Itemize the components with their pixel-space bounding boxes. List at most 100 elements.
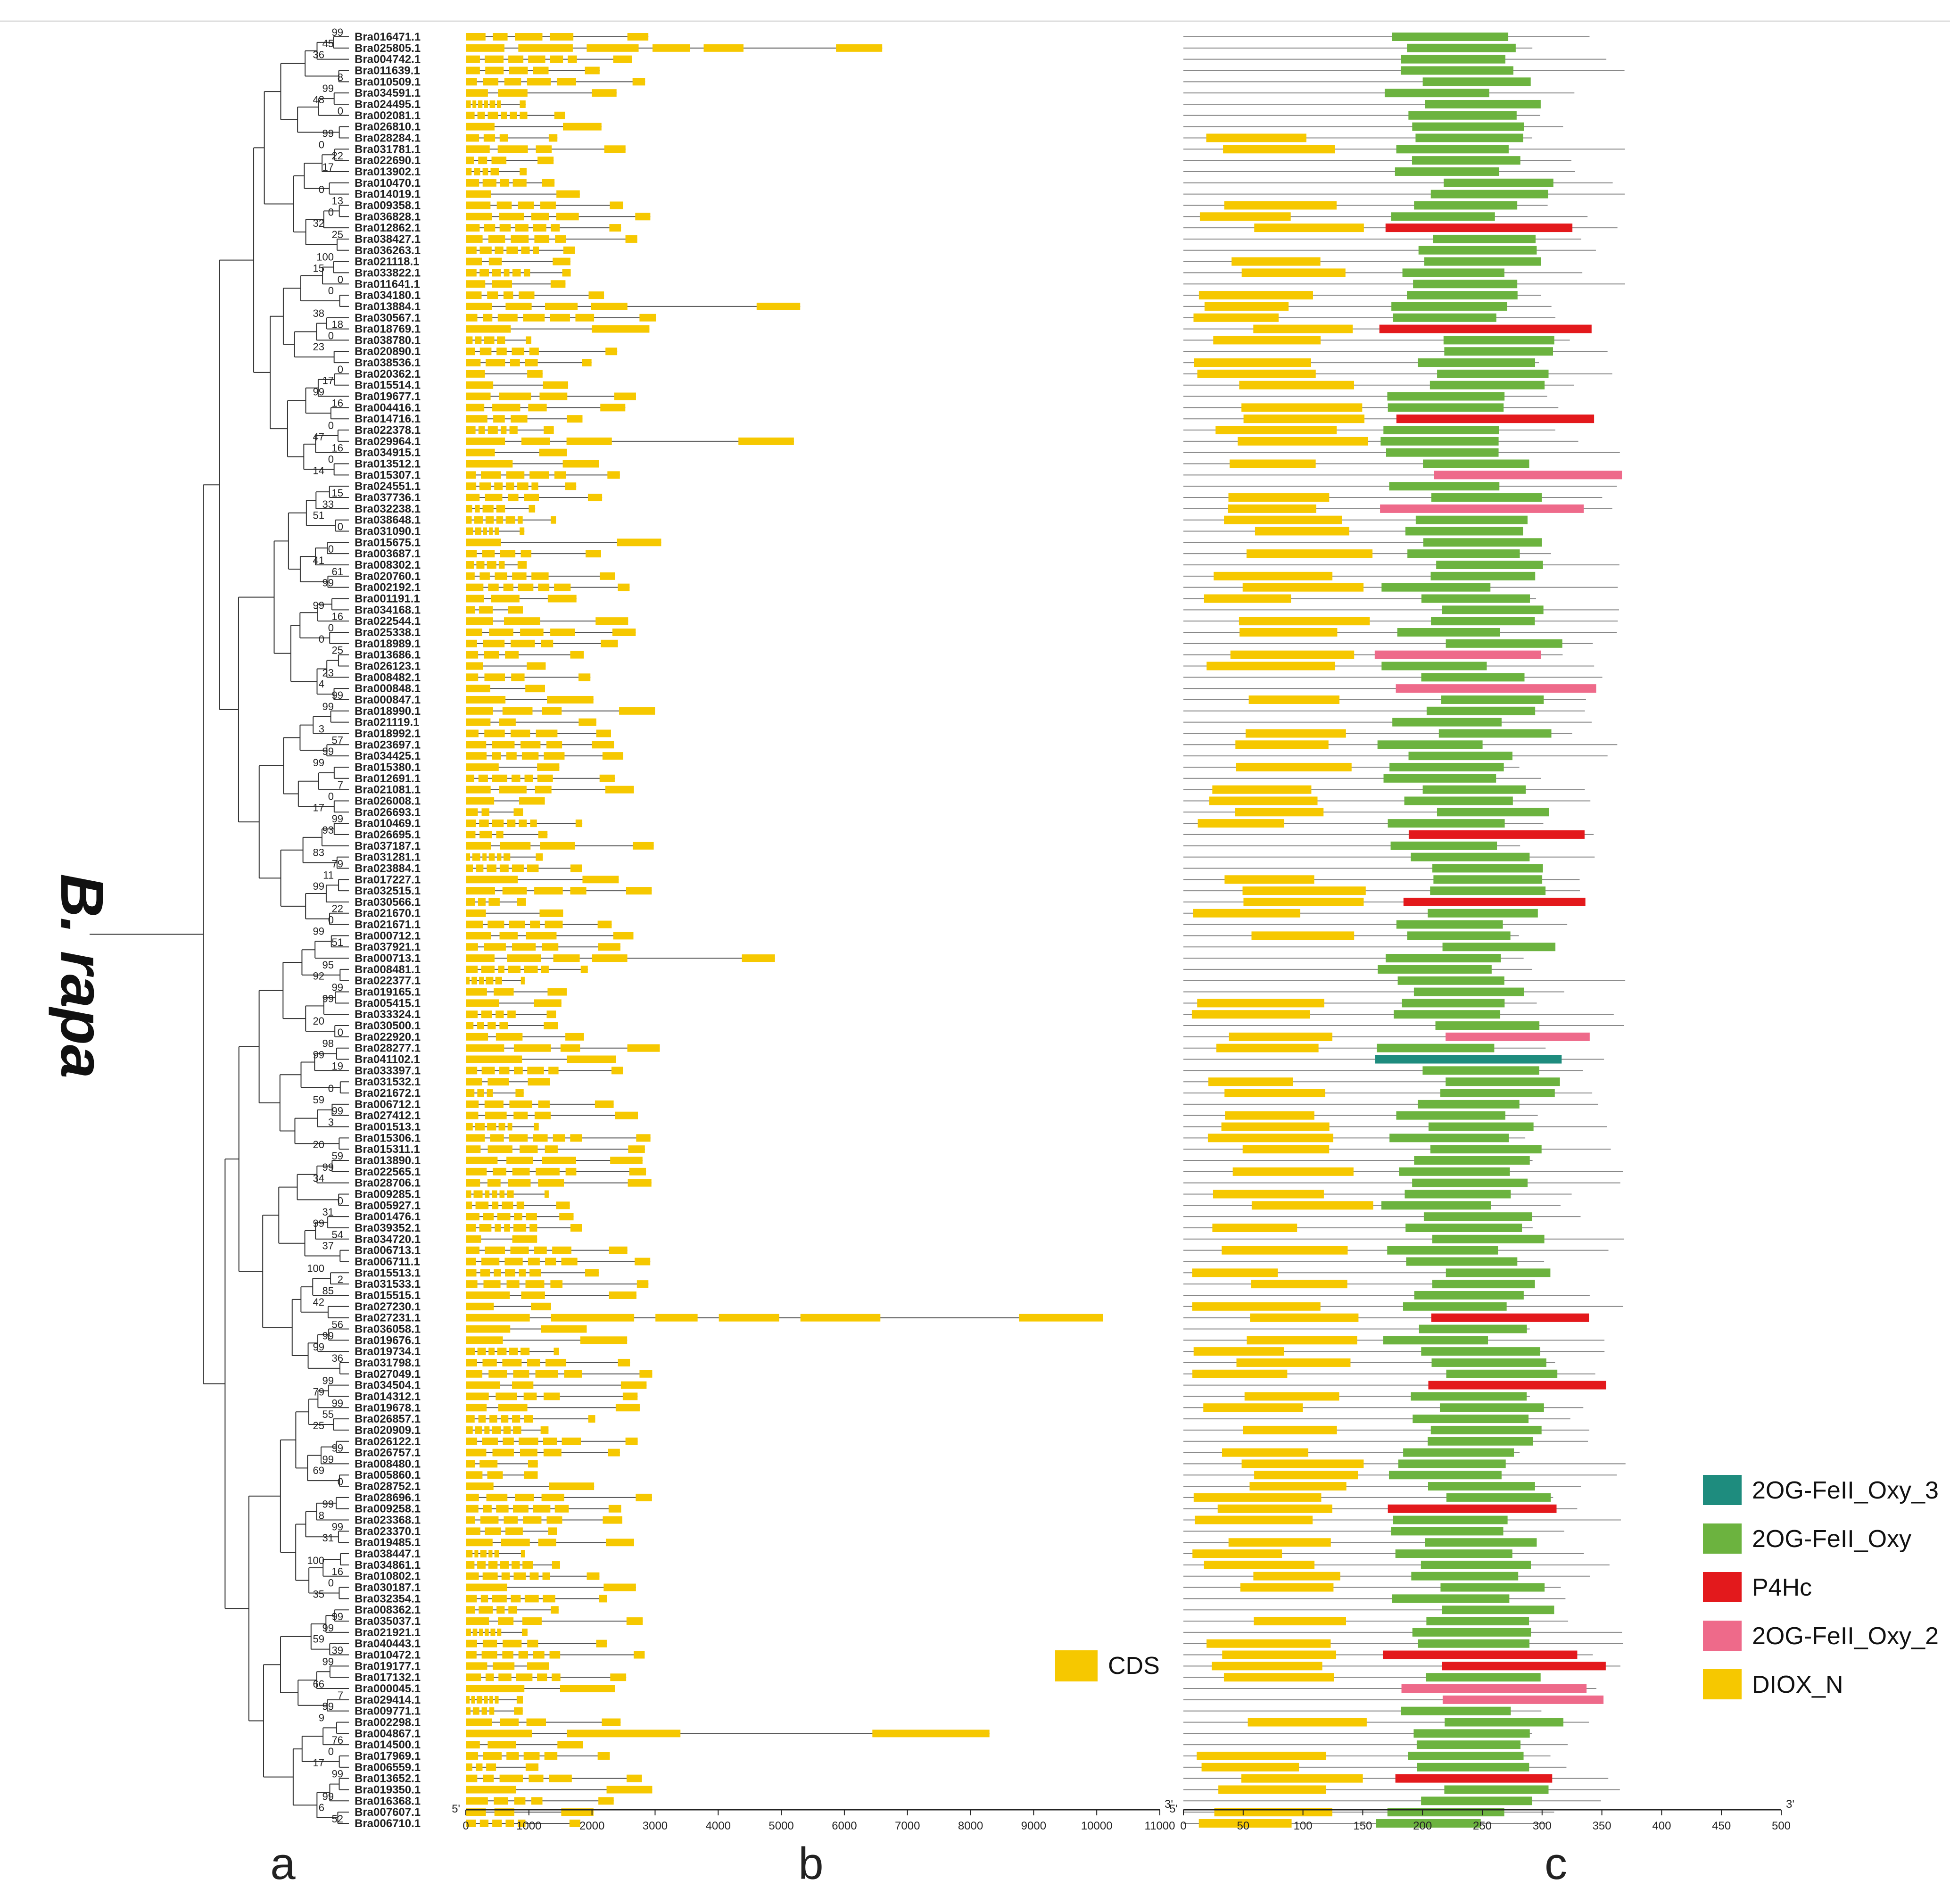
- cds-exon: [498, 1123, 505, 1131]
- cds-exon: [483, 78, 499, 86]
- gene-structure-row: [466, 1595, 607, 1603]
- cds-exon: [466, 1167, 487, 1176]
- protein-domain-row: [1183, 650, 1563, 659]
- bootstrap-value: 85: [322, 1285, 334, 1297]
- cds-exon: [514, 1213, 522, 1221]
- bootstrap-value: 18: [332, 319, 343, 331]
- cds-exon: [543, 1392, 560, 1400]
- gene-structure-row: [466, 729, 611, 737]
- gene-structure-row: [466, 617, 628, 625]
- domain-2og-feii-oxy: [1387, 1246, 1498, 1255]
- domain-2og-feii-oxy: [1422, 785, 1526, 794]
- domain-2og-feii-oxy: [1393, 1515, 1508, 1524]
- gene-label: Bra039352.1: [355, 1222, 421, 1234]
- gene-structure-row: [466, 1246, 628, 1254]
- domain-2og-feii-oxy: [1408, 111, 1517, 120]
- cds-exon: [466, 1572, 479, 1580]
- cds-exon: [495, 977, 502, 985]
- bootstrap-value: 42: [313, 1296, 324, 1308]
- cds-exon: [563, 123, 602, 131]
- domain-2og-feii-oxy: [1390, 841, 1497, 850]
- cds-exon: [603, 1583, 636, 1591]
- cds-exon: [547, 988, 567, 996]
- cds-exon: [565, 1167, 577, 1176]
- gene-label: Bra022544.1: [355, 615, 421, 628]
- protein-domain-row: [1183, 1448, 1520, 1457]
- cds-exon: [506, 1752, 519, 1760]
- cds-exon: [529, 471, 550, 479]
- domain-diox-n: [1254, 224, 1364, 232]
- cds-exon: [466, 1797, 488, 1805]
- cds-exon: [546, 1516, 562, 1524]
- cds-exon: [515, 1493, 534, 1501]
- gene-label: Bra000712.1: [355, 929, 421, 942]
- cds-exon: [479, 606, 493, 614]
- domain-2og-feii-oxy: [1430, 1145, 1542, 1154]
- cds-exon: [484, 651, 499, 659]
- cds-exon: [587, 1572, 600, 1580]
- cds-exon: [492, 1426, 501, 1434]
- bootstrap-value: 99: [313, 757, 324, 769]
- cds-exon: [488, 853, 495, 861]
- cds-exon: [567, 415, 583, 423]
- cds-exon: [524, 494, 539, 502]
- protein-domain-row: [1183, 875, 1580, 884]
- cds-exon: [479, 1224, 492, 1232]
- cds-exon: [503, 1426, 511, 1434]
- gene-structure-row: [466, 1089, 524, 1097]
- bootstrap-value: 0: [319, 184, 324, 196]
- cds-exon: [492, 774, 507, 782]
- gene-structure-row: [466, 381, 569, 389]
- cds-exon: [466, 1246, 479, 1254]
- cds-exon: [475, 505, 480, 513]
- bootstrap-value: 99: [332, 1611, 343, 1623]
- protein-domain-row: [1183, 1718, 1589, 1727]
- cds-exon: [599, 774, 615, 782]
- cds-exon: [534, 1246, 547, 1254]
- cds-exon: [479, 1606, 493, 1614]
- domain-2og-feii-oxy: [1430, 1425, 1542, 1434]
- cds-exon: [466, 1493, 479, 1501]
- cds-exon: [475, 1201, 489, 1209]
- gene-label: Bra016471.1: [355, 31, 421, 43]
- gene-label: Bra010469.1: [355, 817, 421, 830]
- cds-exon: [563, 246, 575, 254]
- cds-exon: [512, 1235, 537, 1243]
- bootstrap-value: 7: [338, 1689, 343, 1701]
- cds-exon: [800, 1314, 881, 1322]
- domain-diox-n: [1250, 1313, 1359, 1322]
- gene-label: Bra026123.1: [355, 660, 421, 672]
- cds-exon: [635, 213, 651, 221]
- cds-exon: [479, 482, 491, 490]
- gene-label: Bra006710.1: [355, 1817, 421, 1830]
- cds-exon: [564, 1370, 582, 1378]
- gene-structure-row: [466, 538, 661, 546]
- cds-exon: [582, 359, 592, 367]
- cds-exon: [548, 1067, 559, 1075]
- protein-domain-row: [1183, 1336, 1605, 1345]
- gene-structure-row: [466, 66, 600, 75]
- gene-structure-row: [466, 977, 525, 985]
- cds-exon: [466, 280, 486, 288]
- cds-exon: [591, 302, 628, 310]
- domain-2og-feii-oxy: [1426, 1617, 1529, 1626]
- domain-2og-feii-oxy: [1412, 1628, 1531, 1637]
- cds-exon: [466, 1314, 530, 1322]
- cds-exon: [540, 1426, 549, 1434]
- bootstrap-value: 36: [313, 49, 324, 61]
- gene-label: Bra031281.1: [355, 851, 421, 864]
- cds-exon: [496, 1505, 509, 1513]
- protein-domain-row: [1183, 426, 1555, 435]
- gene-structure-row: [466, 1392, 638, 1400]
- protein-domain-row: [1183, 1437, 1588, 1446]
- gene-label: Bra032515.1: [355, 885, 421, 897]
- cds-exon: [499, 718, 516, 726]
- bootstrap-value: 6: [319, 1802, 324, 1813]
- protein-domain-row: [1183, 1639, 1623, 1648]
- gene-label: Bra027049.1: [355, 1368, 421, 1381]
- protein-domain-row: [1183, 1785, 1620, 1794]
- domain-diox-n: [1241, 403, 1363, 412]
- protein-domain-row: [1183, 1515, 1621, 1524]
- domain-2og-feii-oxy: [1411, 853, 1530, 861]
- protein-domain-row: [1183, 493, 1603, 502]
